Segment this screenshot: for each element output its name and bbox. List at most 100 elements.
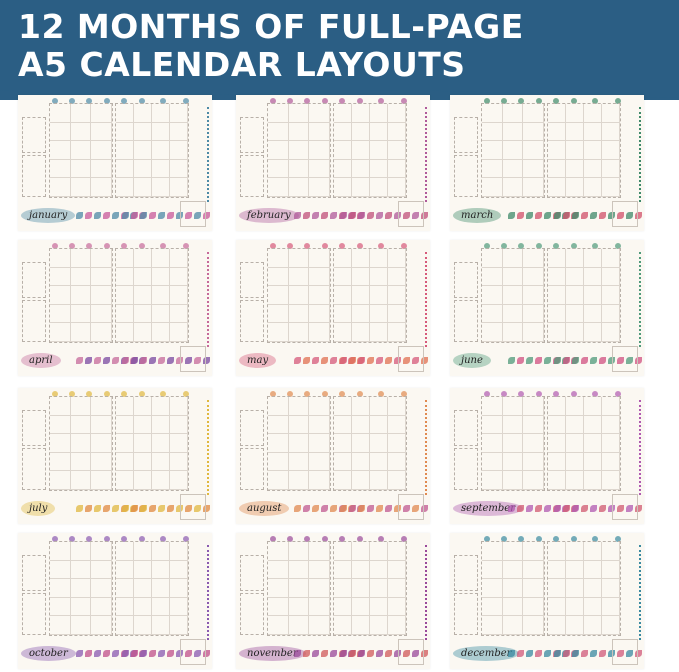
tab-dot: [615, 98, 621, 104]
day-cell: [134, 415, 152, 435]
day-cell: [548, 286, 566, 305]
day-cell: [50, 323, 71, 342]
flower-icon: [617, 356, 624, 364]
day-cell: [170, 579, 188, 598]
day-cell: [482, 471, 503, 490]
day-cell: [566, 397, 584, 416]
flower-icon: [517, 211, 524, 219]
notes-box: [240, 593, 264, 635]
tab-dot: [571, 243, 577, 249]
day-cell: [70, 267, 92, 287]
flower-icon: [149, 504, 156, 512]
day-cell: [288, 122, 310, 142]
flower-icon: [563, 356, 570, 364]
day-cell: [309, 579, 330, 598]
day-cell: [116, 178, 134, 197]
notes-box: [22, 117, 46, 153]
day-cell: [70, 579, 92, 598]
tab-dot: [183, 98, 189, 104]
tab-dot: [536, 391, 542, 397]
day-cell: [370, 249, 388, 268]
day-cell: [50, 178, 71, 197]
flower-icon: [76, 211, 83, 219]
month-label: march: [453, 208, 502, 223]
day-cell: [370, 304, 388, 324]
day-cell: [584, 452, 602, 472]
day-cell: [334, 397, 352, 416]
day-cell: [309, 267, 330, 287]
flower-icon: [158, 504, 165, 512]
tab-dot: [160, 98, 166, 104]
flower-icon: [376, 504, 383, 512]
month-grid: [481, 103, 545, 198]
day-cell: [170, 304, 188, 324]
flower-icon: [544, 649, 551, 657]
day-cell: [566, 434, 584, 453]
notes-box: [22, 410, 46, 446]
flower-decoration: [554, 207, 642, 223]
flower-icon: [103, 649, 110, 657]
flower-icon: [203, 649, 210, 657]
day-cell: [288, 542, 310, 561]
day-cell: [170, 415, 188, 435]
day-cell: [152, 304, 170, 324]
day-cell: [566, 597, 584, 617]
day-cell: [602, 560, 620, 580]
day-cell: [388, 323, 406, 342]
tab-dot: [139, 536, 145, 542]
day-cell: [134, 141, 152, 160]
day-cell: [523, 560, 544, 580]
header-banner: 12 MONTHS OF FULL-PAGE A5 CALENDAR LAYOU…: [0, 0, 679, 100]
flower-icon: [167, 356, 174, 364]
day-cell: [116, 286, 134, 305]
month-grid: [115, 541, 189, 636]
flower-icon: [617, 504, 624, 512]
tab-dot: [571, 98, 577, 104]
tab-dot: [287, 391, 293, 397]
day-cell: [584, 415, 602, 435]
day-cell: [170, 434, 188, 453]
flower-icon: [340, 504, 347, 512]
flower-icon: [303, 211, 310, 219]
day-cell: [548, 178, 566, 197]
day-cell: [288, 141, 310, 160]
flower-icon: [85, 504, 92, 512]
day-cell: [288, 452, 310, 472]
month-grid: [547, 248, 621, 343]
day-cell: [548, 249, 566, 268]
tab-dot: [518, 243, 524, 249]
month-label: may: [239, 353, 277, 368]
flower-icon: [140, 211, 147, 219]
day-cell: [352, 616, 370, 635]
flower-icon: [626, 211, 633, 219]
calendar-page-december: december: [450, 533, 644, 669]
day-cell: [584, 616, 602, 635]
day-cell: [152, 267, 170, 287]
day-cell: [370, 323, 388, 342]
day-cell: [268, 415, 289, 435]
day-cell: [116, 159, 134, 179]
tab-dot: [378, 243, 384, 249]
day-cell: [502, 579, 524, 598]
day-cell: [548, 471, 566, 490]
day-cell: [152, 178, 170, 197]
day-cell: [288, 471, 310, 490]
day-cell: [288, 560, 310, 580]
month-grid: [267, 396, 331, 491]
tab-dot: [160, 243, 166, 249]
tab-dot: [518, 98, 524, 104]
tab-dot: [484, 98, 490, 104]
flower-icon: [535, 504, 542, 512]
floral-vine: [201, 252, 209, 347]
flower-icon: [526, 649, 533, 657]
flower-icon: [385, 211, 392, 219]
flower-icon: [149, 356, 156, 364]
day-cell: [502, 415, 524, 435]
flower-icon: [394, 649, 401, 657]
flower-icon: [131, 211, 138, 219]
flower-icon: [554, 649, 561, 657]
tab-dot: [357, 243, 363, 249]
day-cell: [50, 560, 71, 580]
flower-decoration: [122, 352, 210, 368]
flower-icon: [185, 649, 192, 657]
